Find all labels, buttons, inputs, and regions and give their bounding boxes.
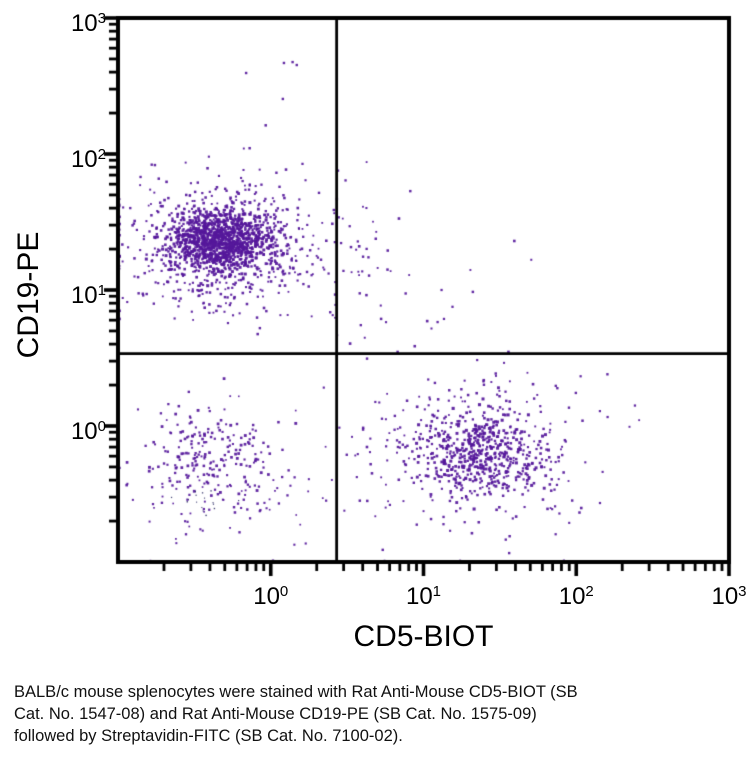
- x-axis-title: CD5-BIOT: [353, 620, 494, 653]
- x-tick-label: 102: [558, 583, 594, 610]
- y-tick-label: 103: [70, 10, 106, 37]
- x-tick-label: 101: [405, 583, 442, 610]
- scatter-plot-canvas: [0, 0, 756, 668]
- caption-line: Cat. No. 1547-08) and Rat Anti-Mouse CD1…: [14, 705, 537, 723]
- y-tick-label: 100: [70, 418, 106, 445]
- y-axis-title: CD19-PE: [12, 231, 45, 359]
- figure-caption: BALB/c mouse splenocytes were stained wi…: [14, 681, 659, 747]
- x-tick-label: 103: [711, 583, 747, 610]
- x-tick-label: 100: [253, 583, 289, 610]
- caption-line: BALB/c mouse splenocytes were stained wi…: [14, 683, 578, 701]
- y-tick-label: 101: [70, 282, 106, 309]
- caption-line: followed by Streptavidin-FITC (SB Cat. N…: [14, 727, 403, 745]
- y-tick-label: 102: [70, 146, 106, 173]
